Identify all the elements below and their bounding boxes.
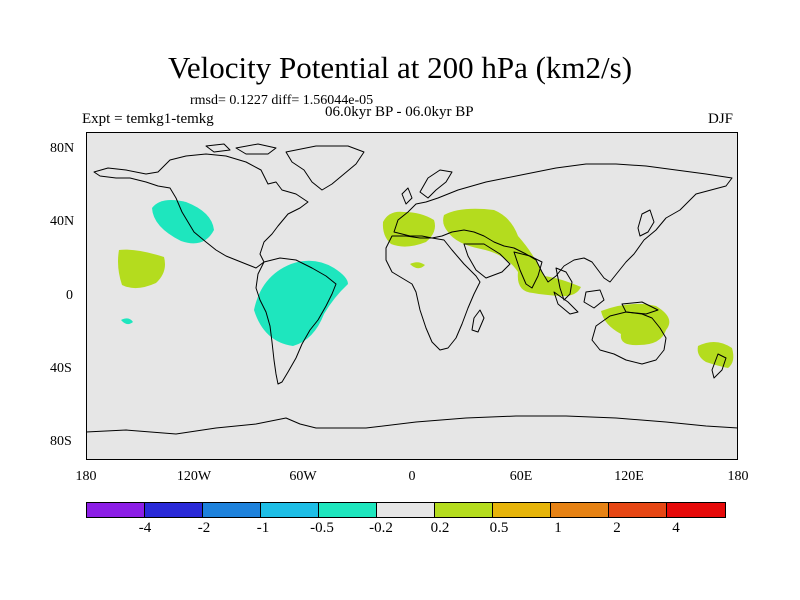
coast-borneo-sumatra <box>553 289 605 315</box>
colorbar-box-5 <box>377 503 435 517</box>
period-label: 06.0kyr BP - 06.0kyr BP <box>325 104 474 120</box>
colorbar-box-6 <box>435 503 493 517</box>
colorbar-box-0 <box>87 503 145 517</box>
colorbar-box-9 <box>609 503 667 517</box>
colorbar-box-4 <box>319 503 377 517</box>
lon-label-180w: 180 <box>75 469 97 484</box>
lat-label-80s: 80S <box>50 434 72 449</box>
lon-label-60e: 60E <box>509 469 533 484</box>
coast-south-america <box>255 257 337 385</box>
coast-india <box>513 251 543 289</box>
stats-line: rmsd= 0.1227 diff= 1.56044e-05 <box>190 93 374 108</box>
coast-antarctica <box>86 415 738 435</box>
coast-new-guinea <box>621 301 659 315</box>
lon-label-180e: 180 <box>727 469 749 484</box>
coast-arctic-islands <box>205 143 277 155</box>
lat-label-0: 0 <box>66 288 73 303</box>
colorbar-label: 1 <box>554 520 562 536</box>
coast-arabia <box>463 243 511 279</box>
coast-africa <box>385 235 481 351</box>
coast-new-zealand <box>711 353 727 379</box>
colorbar-label: -0.2 <box>369 520 393 536</box>
colorbar-label: 0.2 <box>430 520 450 536</box>
map-frame <box>86 132 738 460</box>
anomaly-sahara <box>410 262 425 269</box>
colorbar-label: 4 <box>672 520 680 536</box>
map-plot <box>86 132 738 460</box>
lon-label-120w: 120W <box>176 469 212 484</box>
colorbar-box-2 <box>203 503 261 517</box>
coast-greenland <box>285 145 365 191</box>
lat-label-40s: 40S <box>50 361 72 376</box>
colorbar-box-1 <box>145 503 203 517</box>
lon-label-120e: 120E <box>614 469 644 484</box>
coast-scandinavia <box>419 169 453 199</box>
coast-australia <box>591 311 667 365</box>
lat-label-80n: 80N <box>50 141 75 156</box>
colorbar-label: 0.5 <box>489 520 509 536</box>
anomaly-se-pacific-islet <box>121 318 133 325</box>
colorbar-label: -4 <box>138 520 152 536</box>
coast-eurasia <box>393 163 733 283</box>
colorbar-label: -0.5 <box>310 520 334 536</box>
colorbar-label: -2 <box>197 520 211 536</box>
anomaly-central-pacific <box>118 249 165 289</box>
chart-title: Velocity Potential at 200 hPa (km2/s) <box>167 50 633 85</box>
colorbar-box-7 <box>493 503 551 517</box>
lon-label-60w: 60W <box>289 469 317 484</box>
lon-label-0: 0 <box>408 469 416 484</box>
colorbar-box-10 <box>667 503 725 517</box>
anomaly-south-america <box>254 260 348 346</box>
coast-madagascar <box>471 309 485 333</box>
coast-north-america <box>93 153 309 269</box>
colorbar-label: 2 <box>613 520 621 536</box>
colorbar-box-8 <box>551 503 609 517</box>
colorbar <box>86 502 726 518</box>
coast-indochina <box>555 267 573 301</box>
coast-uk <box>401 187 413 205</box>
anomaly-middle-east-india <box>443 208 581 297</box>
coastlines <box>86 143 738 435</box>
season-label: DJF <box>708 111 734 127</box>
colorbar-label: -1 <box>256 520 270 536</box>
lat-label-40n: 40N <box>50 214 75 229</box>
experiment-label: Expt = temkg1-temkg <box>82 111 214 127</box>
colorbar-box-3 <box>261 503 319 517</box>
coast-japan <box>637 209 655 237</box>
anomaly-ne-pacific <box>152 200 214 244</box>
map-background <box>86 132 738 460</box>
